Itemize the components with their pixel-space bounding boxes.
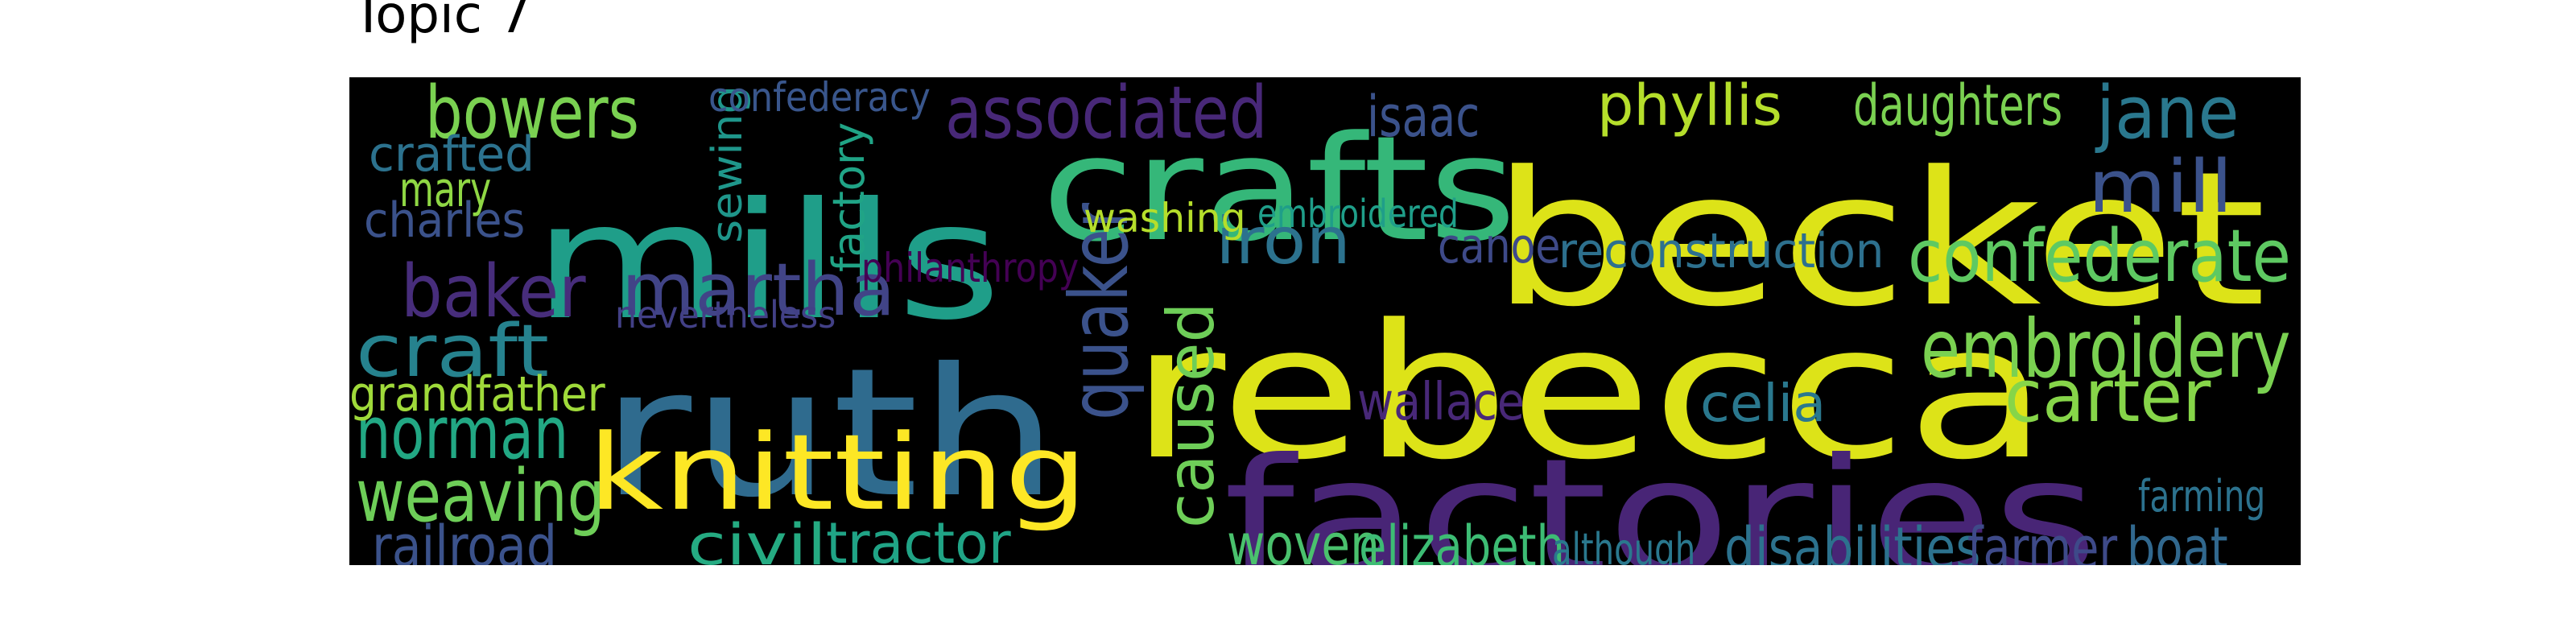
word-daughters: daughters (1853, 77, 2063, 138)
word-confederate: confederate (1908, 214, 2291, 299)
word-bowers: bowers (425, 77, 640, 155)
word-mills: mills (533, 168, 1002, 356)
word-washing: washing (1084, 195, 1246, 242)
word-celia: celia (1700, 374, 1827, 434)
word-elizabeth: elizabeth (1359, 514, 1565, 565)
word-embroidered: embroidered (1257, 192, 1459, 237)
word-martha: martha (621, 248, 896, 332)
word-weaving: weaving (356, 454, 605, 539)
word-boat: boat (2127, 515, 2228, 565)
word-iron: iron (1216, 204, 1352, 279)
word-becket: becket (1491, 133, 2267, 348)
word-knitting: knitting (588, 411, 1088, 534)
word-reconstruction: reconstruction (1558, 223, 1885, 279)
word-associated: associated (945, 77, 1268, 155)
word-confederacy: confederacy (708, 77, 931, 121)
word-grandfather: grandfather (349, 366, 605, 423)
word-cloud: rebecca factories becket ruth mills crafts kni… (349, 77, 2301, 565)
word-woven: woven (1227, 512, 1380, 565)
word-farming: farming (2138, 471, 2266, 522)
word-ruth: ruth (601, 330, 1059, 536)
word-wallace: wallace (1357, 373, 1525, 432)
figure-title: Topic 7 (353, 0, 532, 45)
word-civil: civil (687, 512, 827, 565)
word-rebecca: rebecca (1130, 286, 2049, 501)
word-mary: mary (399, 162, 492, 218)
word-isaac: isaac (1367, 84, 1480, 150)
word-farmer: farmer (1967, 515, 2118, 565)
word-charles: charles (364, 192, 526, 249)
word-crafts: crafts (1042, 105, 1517, 274)
word-baker: baker (401, 250, 586, 334)
word-factories: factories (1224, 424, 2098, 566)
word-carter: carter (2004, 354, 2211, 439)
word-railroad: railroad (372, 514, 557, 565)
word-craft: craft (356, 309, 550, 394)
word-norman: norman (356, 391, 569, 476)
word-although: although (1552, 524, 1696, 566)
word-tractor: tractor (826, 510, 1011, 565)
word-canoe: canoe (1438, 218, 1561, 275)
word-embroidery: embroidery (1921, 302, 2291, 396)
word-caused: caused (1154, 302, 1228, 528)
word-philanthropy: philanthropy (861, 245, 1080, 291)
word-nevertheless: nevertheless (615, 293, 836, 336)
word-phyllis: phyllis (1597, 77, 1783, 138)
word-mill: mill (2088, 145, 2233, 229)
word-jane: jane (2096, 77, 2240, 155)
word-disabilities: disabilities (1724, 515, 1981, 565)
word-crafted: crafted (369, 126, 535, 183)
